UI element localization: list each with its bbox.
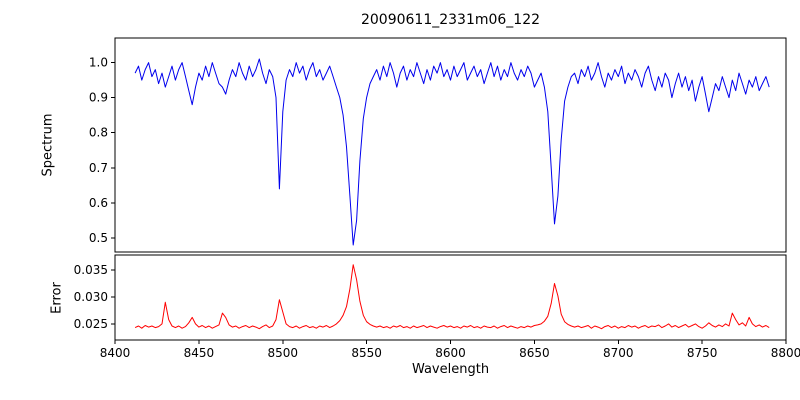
x-axis-label: Wavelength	[411, 362, 490, 377]
x-tick-label: 8750	[687, 346, 718, 360]
x-tick-label: 8800	[771, 346, 800, 360]
x-tick-label: 8400	[100, 346, 131, 360]
error-y-axis-label: Error	[49, 282, 65, 314]
spectrum-y-tick-label: 0.8	[89, 126, 108, 140]
x-tick-label: 8700	[603, 346, 634, 360]
spectrum-y-tick-label: 0.6	[89, 196, 108, 210]
chart-title: 20090611_2331m06_122	[360, 12, 541, 28]
spectrum-y-axis-label: Spectrum	[40, 113, 56, 177]
error-line	[134, 264, 770, 330]
error-axes-frame	[114, 254, 787, 341]
x-tick-label: 8450	[184, 346, 215, 360]
error-y-tick-label: 0.025	[74, 317, 108, 331]
spectrum-y-tick-label: 0.7	[89, 161, 108, 175]
error-y-tick-label: 0.030	[74, 290, 108, 304]
x-tick-label: 8650	[519, 346, 550, 360]
x-tick-label: 8550	[351, 346, 382, 360]
x-tick-label: 8500	[267, 346, 298, 360]
spectrum-y-tick-label: 1.0	[89, 56, 108, 70]
spectrum-y-tick-label: 0.5	[89, 231, 108, 245]
spectrum-y-tick-label: 0.9	[89, 91, 108, 105]
spectrum-line	[134, 58, 770, 246]
spectrum-axes-frame	[114, 37, 787, 253]
error-y-tick-label: 0.035	[74, 263, 108, 277]
x-tick-label: 8600	[435, 346, 466, 360]
